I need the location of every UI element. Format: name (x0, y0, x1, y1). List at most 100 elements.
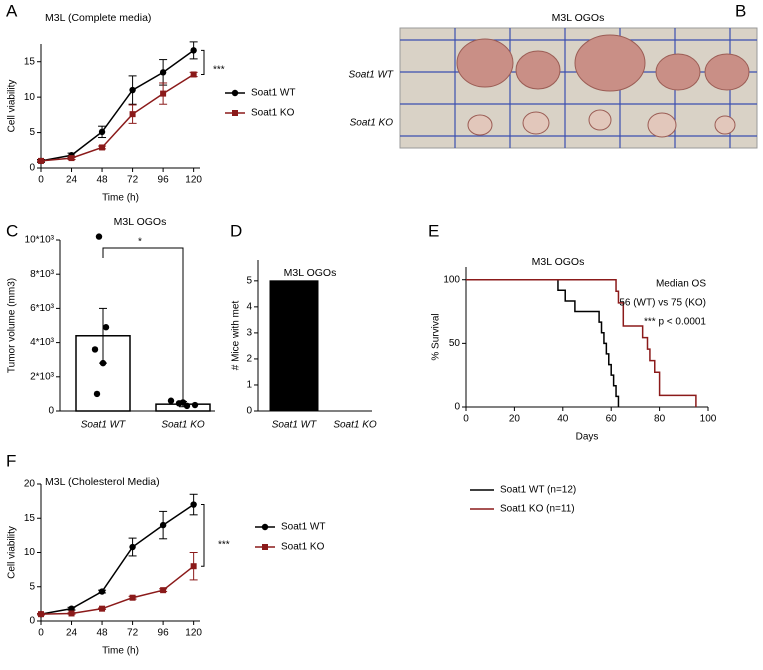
significance-bracket (201, 49, 205, 75)
x-axis-label: Days (576, 432, 599, 443)
y-tick-label: 2 (246, 354, 252, 365)
y-axis-label: Tumor volume (mm3) (7, 278, 18, 373)
x-tick-label: 100 (700, 414, 717, 425)
legend-label: Soat1 KO (281, 542, 325, 553)
marker (68, 155, 75, 162)
data-point (191, 401, 199, 409)
chart-title: M3L (Cholesterol Media) (45, 476, 160, 488)
photo-title: M3L OGOs (552, 12, 605, 24)
x-tick-label: 80 (654, 414, 666, 425)
legend-marker (231, 89, 239, 97)
marker (159, 521, 167, 529)
marker (190, 47, 197, 54)
legend-marker (262, 544, 268, 550)
photo-tumors (456, 34, 750, 138)
y-axis-label: % Survival (431, 313, 442, 360)
chart-title: M3L OGOs (284, 267, 337, 279)
y-tick-label: 6*10³ (30, 303, 55, 314)
marker (159, 69, 167, 76)
y-axis-label: Cell viability (7, 526, 18, 579)
survival-curve (466, 278, 697, 407)
x-tick-label: 0 (463, 414, 469, 425)
legend-label: Soat1 KO (251, 108, 295, 119)
marker (190, 563, 197, 570)
data-line (40, 73, 195, 162)
data-line (40, 565, 195, 615)
data-point (179, 399, 187, 406)
x-tick-label: 96 (158, 175, 170, 186)
legend-label: Soat1 KO (n=11) (500, 504, 575, 515)
bar (269, 280, 319, 412)
x-tick-label: 96 (158, 628, 170, 639)
marker (99, 144, 106, 151)
y-tick-label: 4 (246, 302, 252, 313)
panel-letter: E (428, 221, 439, 240)
marker (98, 588, 106, 595)
y-tick-label: 15 (24, 513, 36, 524)
survival-curve (466, 278, 620, 407)
panel-letter: D (230, 221, 242, 240)
marker (129, 86, 136, 94)
legend-marker (261, 523, 269, 531)
data-point (99, 359, 107, 367)
y-tick-label: 2*10³ (30, 371, 55, 382)
x-tick-label: 120 (185, 175, 202, 186)
x-tick-label: 72 (127, 175, 139, 186)
data-line (40, 49, 195, 162)
y-axis-label: # Mice with met (231, 301, 242, 371)
x-axis-label: Time (h) (102, 646, 139, 657)
photo-row-label: Soat1 KO (350, 118, 394, 129)
x-tick-label: 60 (606, 414, 618, 425)
y-axis-label: Cell viability (7, 80, 18, 133)
significance-bracket (201, 504, 205, 567)
annotation: *** p < 0.0001 (644, 317, 706, 328)
x-axis-label: Time (h) (102, 193, 139, 204)
marker (129, 543, 136, 551)
marker (68, 605, 75, 612)
x-tick-label: 0 (38, 628, 44, 639)
legend-label: Soat1 WT (n=12) (500, 485, 576, 496)
photo-panel: B M3L OGOs Soat1 WT Soat1 KO (349, 1, 758, 149)
y-tick-label: 5 (29, 581, 35, 592)
y-tick-label: 0 (29, 163, 35, 174)
annotation: 56 (WT) vs 75 (KO) (619, 298, 706, 309)
y-tick-label: 1 (246, 380, 252, 391)
x-tick-label: 48 (96, 628, 108, 639)
panel-letter: C (6, 221, 18, 240)
panel-letter: F (6, 451, 16, 470)
photo-row-label: Soat1 WT (349, 70, 394, 81)
data-line (40, 503, 195, 615)
y-tick-label: 20 (24, 479, 36, 490)
y-tick-label: 0 (246, 406, 252, 417)
x-tick-label: 48 (96, 175, 108, 186)
chart-title: M3L (Complete media) (45, 12, 151, 24)
x-tick-label: 40 (557, 414, 569, 425)
y-tick-label: 15 (24, 56, 36, 67)
x-tick-label: Soat1 WT (272, 420, 317, 431)
data-point (93, 390, 101, 398)
x-tick-label: 24 (66, 175, 78, 186)
marker (99, 605, 106, 612)
x-tick-label: 24 (66, 628, 78, 639)
data-point (167, 397, 175, 404)
y-tick-label: 10 (24, 547, 36, 558)
y-tick-label: 5 (29, 127, 35, 138)
data-point (95, 233, 103, 240)
legend-label: Soat1 WT (281, 522, 325, 533)
marker (160, 90, 167, 97)
marker (160, 587, 167, 594)
legend-marker (232, 110, 238, 116)
annotation: *** (213, 65, 225, 76)
annotation: * (138, 237, 142, 248)
x-tick-label: 0 (38, 175, 44, 186)
y-tick-label: 4*10³ (30, 337, 55, 348)
marker (129, 111, 136, 118)
y-tick-label: 50 (449, 338, 461, 349)
panel-letter: A (6, 1, 18, 20)
y-tick-label: 0 (29, 616, 35, 627)
marker (129, 594, 136, 601)
y-tick-label: 0 (454, 402, 460, 413)
x-tick-label: 120 (185, 628, 202, 639)
chart-title: M3L OGOs (532, 256, 585, 268)
